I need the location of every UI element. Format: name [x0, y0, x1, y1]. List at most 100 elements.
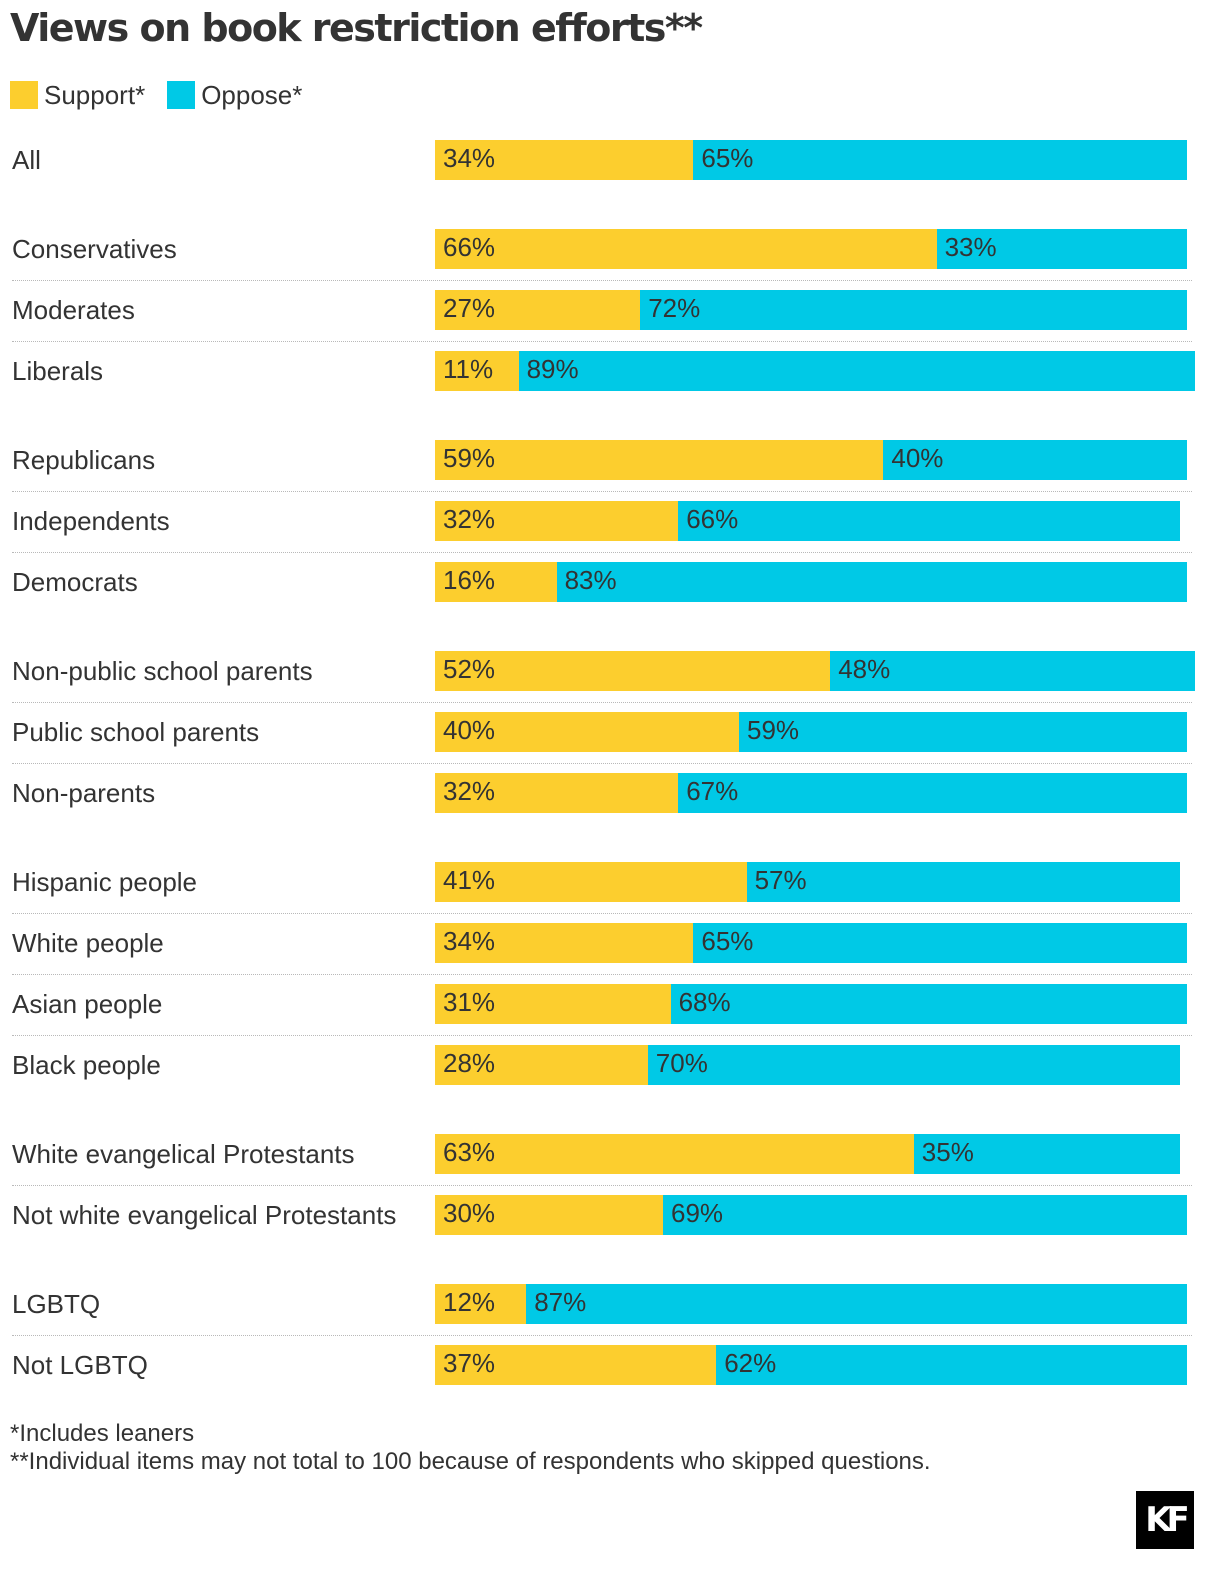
value-label-support: 27% — [443, 293, 496, 323]
value-label-oppose: 40% — [891, 443, 944, 473]
bar-oppose — [830, 651, 1195, 691]
bar-support — [435, 984, 671, 1024]
value-label-oppose: 48% — [838, 654, 891, 684]
bar-oppose — [678, 501, 1180, 541]
value-label-support: 12% — [443, 1287, 496, 1317]
bar-support — [435, 1045, 648, 1085]
row-separator — [12, 280, 1192, 281]
row-separator — [12, 913, 1192, 914]
row-label: All — [12, 145, 41, 175]
footnote-totals: **Individual items may not total to 100 … — [10, 1448, 931, 1475]
bar-oppose — [746, 862, 1180, 902]
bar-support — [435, 501, 679, 541]
value-label-oppose: 87% — [534, 1287, 587, 1317]
value-label-support: 28% — [443, 1048, 496, 1078]
row-label: Non-parents — [12, 778, 156, 808]
bar-oppose — [913, 1134, 1180, 1174]
row-label: Conservatives — [12, 234, 177, 264]
value-label-oppose: 68% — [678, 987, 731, 1017]
bar-oppose — [716, 1345, 1188, 1385]
value-label-support: 41% — [443, 865, 496, 895]
legend-swatch-support — [10, 81, 38, 109]
value-label-support: 11% — [443, 354, 494, 384]
value-label-support: 30% — [443, 1198, 496, 1228]
legend-item-support: Support* — [10, 80, 145, 111]
bar-support — [435, 440, 884, 480]
row-label: Not white evangelical Protestants — [12, 1200, 397, 1230]
row-label: Black people — [12, 1050, 161, 1080]
value-label-support: 34% — [443, 926, 496, 956]
row-label: Liberals — [12, 356, 104, 386]
value-label-oppose: 59% — [747, 715, 800, 745]
bar-support — [435, 1345, 717, 1385]
row-label: Independents — [12, 506, 170, 536]
bar-oppose — [556, 562, 1188, 602]
row-label: Public school parents — [12, 717, 260, 747]
row-separator — [12, 702, 1192, 703]
row-label: Republicans — [12, 445, 156, 475]
row-label: Non-public school parents — [12, 656, 313, 686]
bar-oppose — [693, 923, 1188, 963]
value-label-oppose: 65% — [701, 143, 754, 173]
bar-support — [435, 1284, 527, 1324]
value-label-oppose: 57% — [754, 865, 807, 895]
row-separator — [12, 1185, 1192, 1186]
legend: Support* Oppose* — [10, 78, 324, 112]
value-label-oppose: 62% — [724, 1348, 777, 1378]
chart-plot-area: All 34% 65% Conservatives 66% 33% Moderates 27%… — [12, 140, 1195, 1385]
value-label-support: 37% — [443, 1348, 496, 1378]
row-separator — [12, 491, 1192, 492]
bar-oppose — [518, 351, 1195, 391]
bar-support — [435, 923, 694, 963]
bar-support — [435, 1195, 663, 1235]
row-label: White evangelical Protestants — [12, 1139, 355, 1169]
bar-oppose — [647, 1045, 1180, 1085]
row-separator — [12, 1035, 1192, 1036]
footnote-leaners: *Includes leaners — [10, 1420, 195, 1447]
row-separator — [12, 763, 1192, 764]
row-label: Moderates — [12, 295, 135, 325]
row-label: LGBTQ — [12, 1289, 101, 1319]
bar-oppose — [663, 1195, 1188, 1235]
bar-oppose — [526, 1284, 1188, 1324]
legend-label-support: Support* — [44, 79, 146, 110]
value-label-oppose: 89% — [526, 354, 579, 384]
bar-support — [435, 1134, 914, 1174]
bar-oppose — [693, 140, 1188, 180]
value-label-oppose: 65% — [701, 926, 754, 956]
bar-oppose — [883, 440, 1188, 480]
value-label-support: 40% — [443, 715, 496, 745]
bar-support — [435, 651, 831, 691]
value-label-oppose: 72% — [648, 293, 701, 323]
value-label-oppose: 67% — [686, 776, 739, 806]
bar-support — [435, 773, 679, 813]
row-label: Democrats — [12, 567, 138, 597]
value-label-oppose: 66% — [686, 504, 739, 534]
row-label: White people — [12, 928, 164, 958]
bar-oppose — [936, 229, 1188, 269]
value-label-support: 32% — [443, 504, 496, 534]
value-label-support: 16% — [443, 565, 496, 595]
value-label-support: 32% — [443, 776, 496, 806]
legend-item-oppose: Oppose* — [167, 80, 302, 111]
bar-support — [435, 140, 694, 180]
bar-support — [435, 229, 937, 269]
bar-support — [435, 562, 557, 602]
kff-logo-icon: KF — [1136, 1491, 1194, 1549]
value-label-support: 66% — [443, 232, 496, 262]
value-label-oppose: 70% — [655, 1048, 708, 1078]
value-label-support: 31% — [443, 987, 496, 1017]
legend-label-oppose: Oppose* — [201, 79, 303, 110]
bar-oppose — [670, 984, 1188, 1024]
value-label-oppose: 33% — [944, 232, 997, 262]
value-label-oppose: 35% — [921, 1137, 974, 1167]
row-separator — [12, 974, 1192, 975]
bar-oppose — [739, 712, 1188, 752]
row-label: Not LGBTQ — [12, 1350, 148, 1380]
bar-support — [435, 862, 747, 902]
value-label-oppose: 69% — [671, 1198, 724, 1228]
row-separator — [12, 1335, 1192, 1336]
chart-title: Views on book restriction efforts** — [10, 6, 703, 50]
value-label-oppose: 83% — [564, 565, 617, 595]
value-label-support: 63% — [443, 1137, 496, 1167]
